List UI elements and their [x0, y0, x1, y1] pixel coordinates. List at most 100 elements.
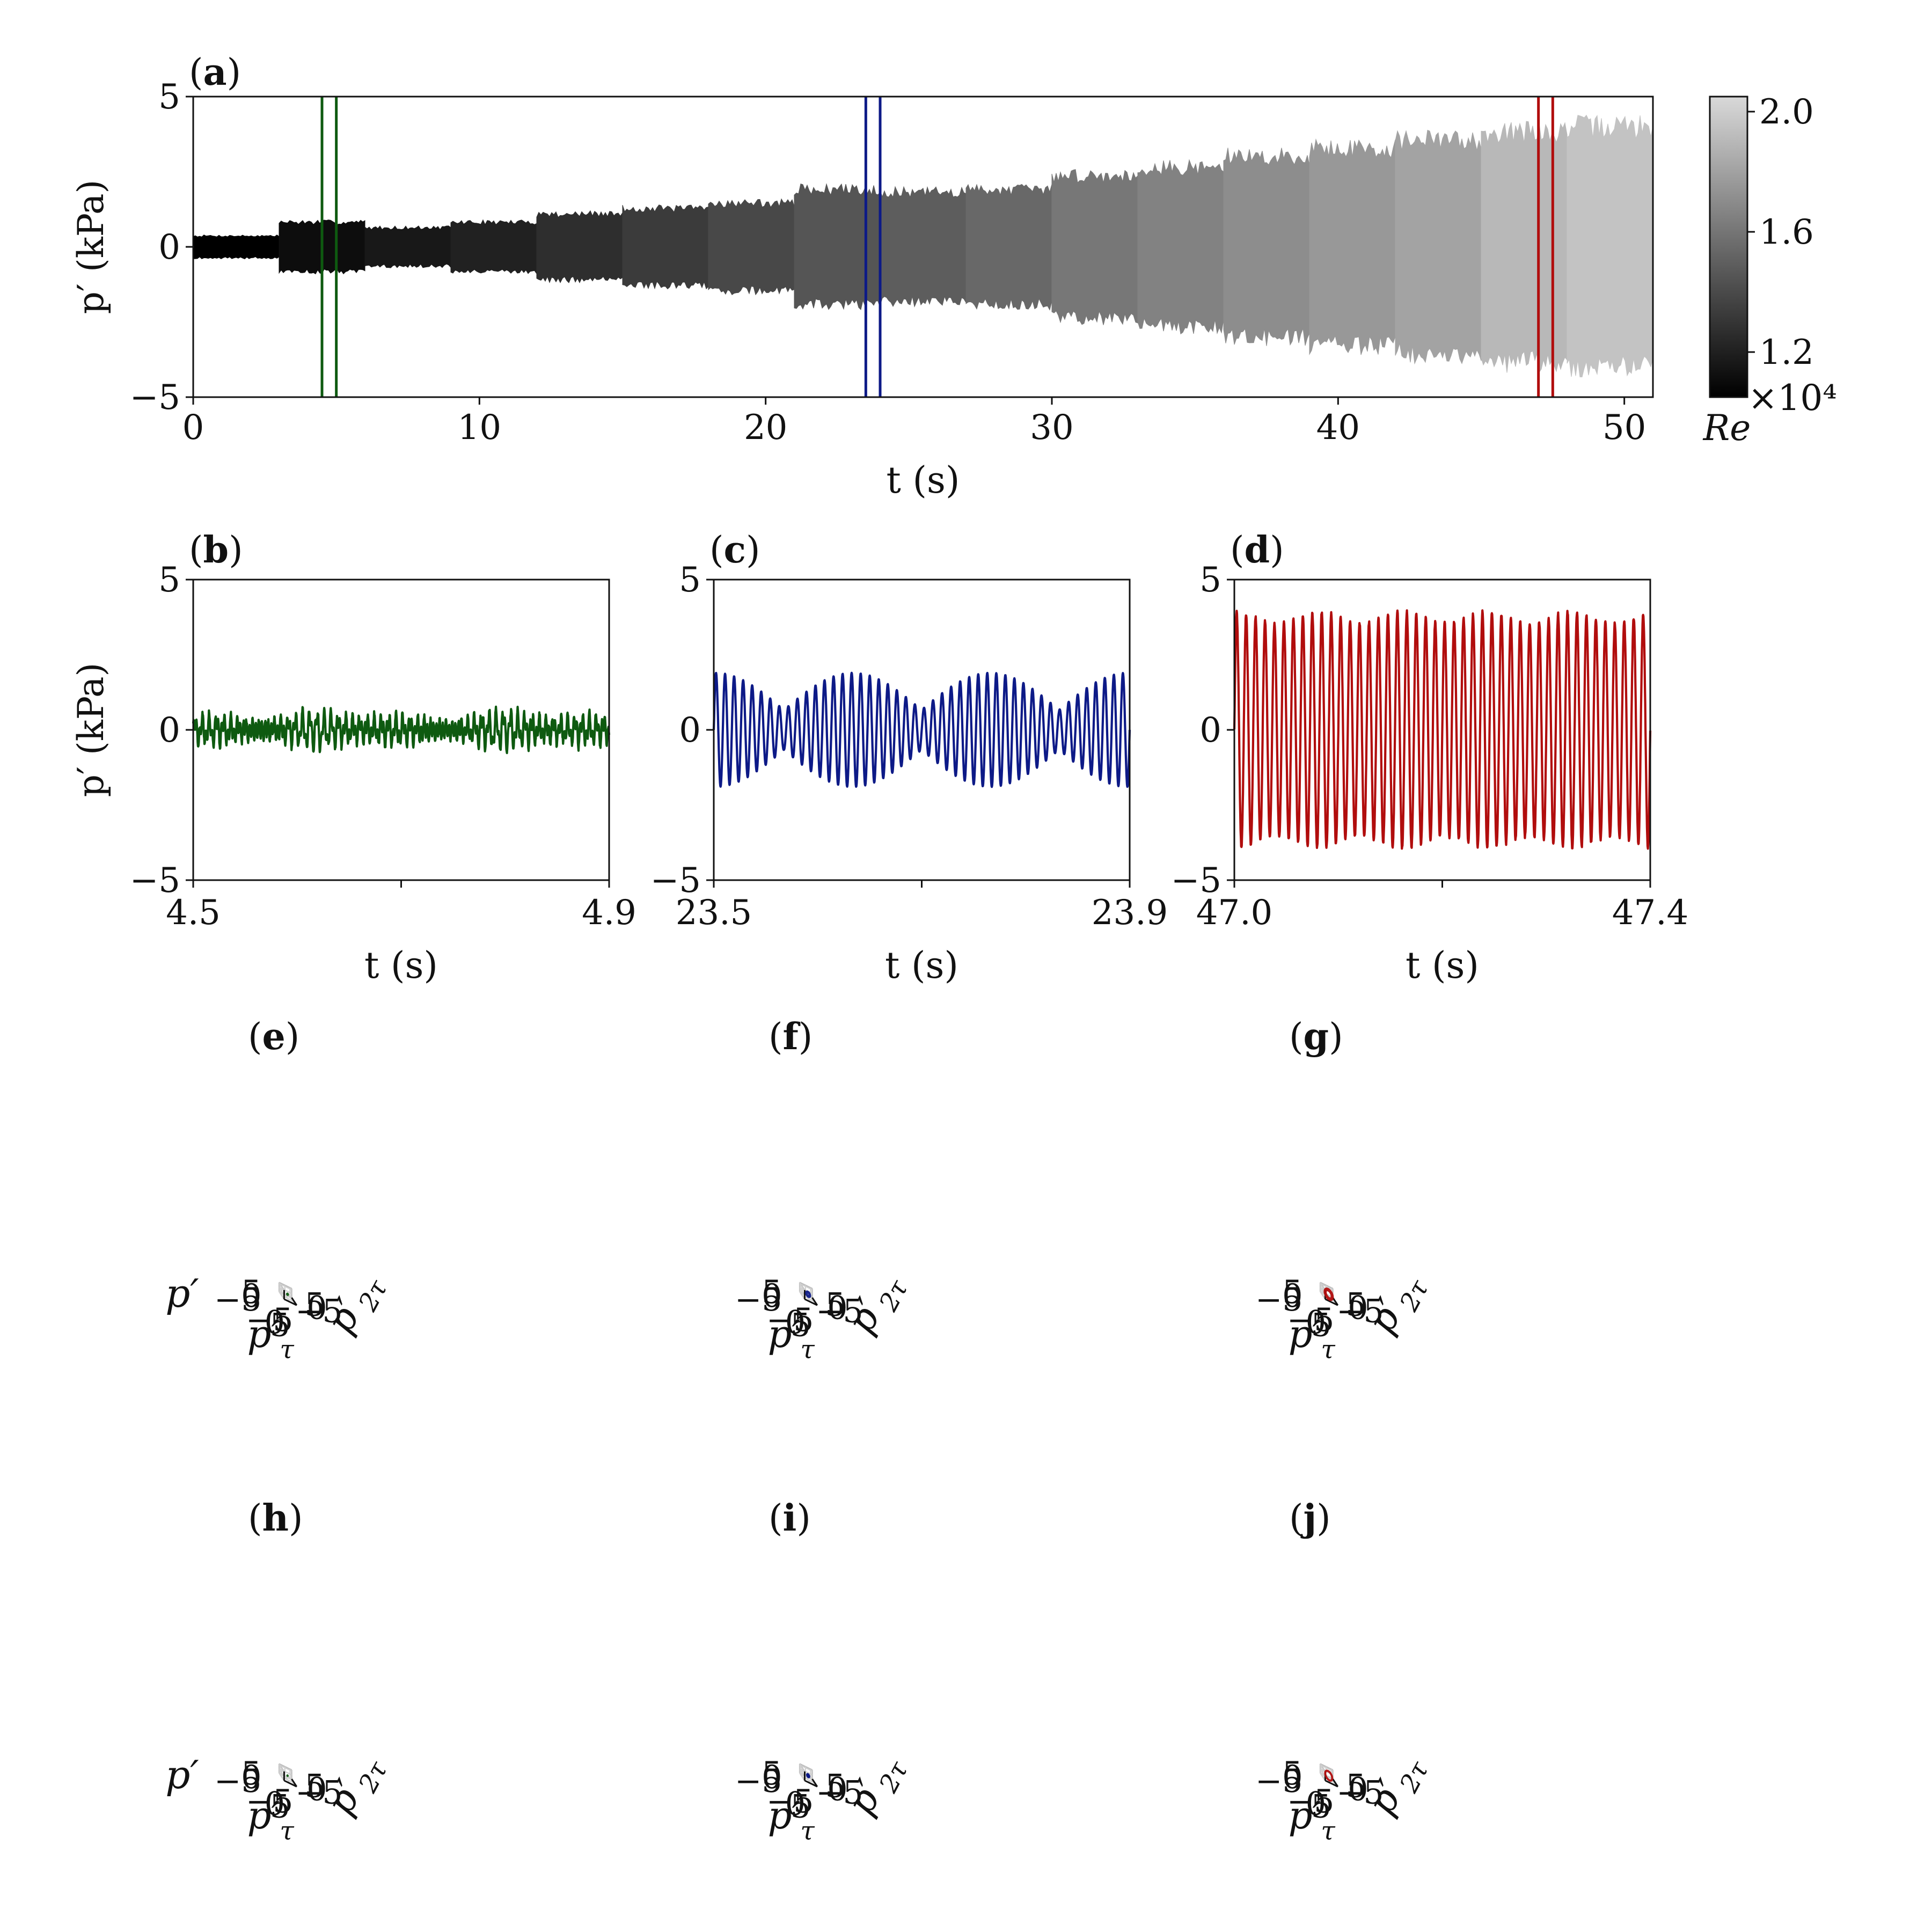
z3d-tick-label: −5: [735, 1762, 782, 1800]
x-tick-label: 47.0: [1196, 893, 1273, 933]
colorbar-tick-label: 1.2: [1759, 333, 1814, 372]
y-axis-label-b: p′ (kPa): [70, 663, 112, 797]
colorbar-tick-label: 2.0: [1759, 92, 1814, 132]
z3d-tick-label: 5: [241, 1274, 261, 1311]
z3d-tick-label: 5: [1282, 1755, 1302, 1792]
z3d-tick-label: −5: [1255, 1762, 1302, 1800]
z3d-tick-label: 0: [241, 1277, 261, 1315]
colorbar-exponent: ×10⁴: [1748, 377, 1837, 419]
x-axis-label-b: t (s): [364, 945, 438, 987]
signal-segment: [1309, 138, 1396, 355]
x-axis-label-a: t (s): [887, 459, 960, 502]
y3d-tick-label: 0: [306, 1290, 327, 1327]
z3d-axis-label: p′: [165, 1271, 199, 1316]
y3d-axis-label: p′2τ: [1359, 1264, 1435, 1345]
x3d-tick-label: 0: [1306, 1785, 1326, 1823]
x-tick-label: 47.4: [1612, 893, 1689, 933]
y3d-tick-label: 5: [1345, 1286, 1366, 1324]
y3d-axis-label: p′2τ: [318, 1264, 394, 1345]
y3d-tick-label: −5: [816, 1774, 863, 1811]
x3d-tick-label: 0: [265, 1785, 285, 1823]
signal-segment: [1395, 129, 1482, 365]
y3d-axis-label: p′2τ: [838, 1746, 914, 1826]
grid-line: [279, 1764, 292, 1772]
x-axis-line: [1324, 1780, 1338, 1788]
panel-label-j: (j): [1289, 1497, 1331, 1540]
y3d-tick-label: −5: [295, 1774, 342, 1811]
z3d-tick-label: 5: [762, 1274, 782, 1311]
signal-c: [712, 671, 1131, 788]
z3d-tick-label: 0: [241, 1759, 261, 1796]
signal-segment: [880, 186, 967, 308]
x3d-tick-label: −5: [1287, 1301, 1334, 1339]
x3d-axis-label: p′τ: [1289, 1794, 1336, 1846]
panel-label-i: (i): [769, 1497, 811, 1540]
grid-line: [1320, 1283, 1333, 1290]
panels-b-c-d: 4.5 4.9−505(b)t (s)23.5 23.9−505(c)t (s)47…: [70, 529, 1688, 987]
x-tick-label: 20: [744, 408, 787, 448]
x-tick-label: 0: [182, 408, 204, 448]
attractor-g: [1323, 1287, 1334, 1301]
x3d-tick-label: 0: [785, 1785, 806, 1823]
y-tick-label: 0: [679, 711, 701, 750]
y-axis-line: [291, 1297, 298, 1306]
signal-segment: [622, 204, 709, 290]
x3d-axis-label: p′τ: [247, 1794, 295, 1846]
y-tick-label: 0: [1199, 711, 1221, 750]
y3d-axis-label: p′2τ: [1359, 1746, 1435, 1826]
signal-segment: [364, 225, 451, 268]
y3d-axis-label: p′2τ: [318, 1746, 394, 1826]
panel-label-a: (a): [189, 51, 241, 94]
y-axis-line: [811, 1297, 818, 1306]
signal-segment: [1223, 148, 1310, 346]
x3d-tick-label: 0: [1306, 1304, 1326, 1342]
y3d-tick-label: 0: [827, 1771, 847, 1809]
signal-segment: [708, 198, 795, 296]
signal-segment: [193, 235, 280, 259]
y-axis-line: [1332, 1779, 1339, 1787]
x3d-tick-label: 5: [270, 1788, 290, 1825]
y-tick-label: 5: [1199, 560, 1221, 600]
signal-a: [193, 114, 1653, 378]
y3d-axis-label: p′2τ: [838, 1264, 914, 1345]
colorbar: [1709, 96, 1748, 398]
x3d-tick-label: −5: [766, 1783, 814, 1820]
grid-line: [800, 1773, 814, 1781]
panel-a: 0 10 20 30 40 50−505(a)p′ (kPa)t (s)1.21.62.0…: [70, 51, 1837, 502]
x-axis-line: [283, 1780, 297, 1788]
y-tick-label: −5: [1171, 861, 1221, 901]
x3d-tick-label: 5: [1311, 1788, 1331, 1825]
panel-label-b: (b): [189, 529, 243, 572]
x-axis-line: [1324, 1298, 1338, 1306]
panel-label-c: (c): [709, 529, 760, 572]
colorbar-label: Re: [1703, 407, 1751, 449]
z3d-tick-label: 5: [241, 1755, 261, 1792]
y-axis-label-a: p′ (kPa): [70, 180, 112, 314]
z3d-tick-label: −5: [1255, 1281, 1302, 1319]
attractor-f: [805, 1290, 811, 1298]
x-tick-label: 23.5: [676, 893, 752, 933]
y3d-tick-label: 5: [825, 1768, 845, 1805]
y3d-tick-label: 5: [825, 1286, 845, 1324]
attractor-h: [286, 1774, 289, 1777]
x3d-tick-label: 5: [791, 1788, 811, 1825]
signal-segment: [965, 184, 1052, 311]
signal-segment: [1137, 159, 1224, 335]
x-tick-label: 40: [1316, 408, 1360, 448]
z3d-tick-label: 5: [762, 1755, 782, 1792]
x3d-tick-label: 0: [785, 1304, 806, 1342]
grid-line: [799, 1764, 813, 1772]
x3d-tick-label: 0: [265, 1304, 285, 1342]
signal-segment: [794, 183, 881, 310]
z3d-tick-label: −5: [214, 1281, 261, 1319]
y-axis-line: [291, 1779, 298, 1787]
z3d-tick-label: 0: [762, 1759, 782, 1796]
grid-line: [279, 1283, 292, 1290]
z3d-axis-label: p′: [165, 1752, 199, 1797]
x3d-tick-label: −5: [766, 1301, 814, 1339]
grid-line: [799, 1283, 806, 1292]
signal-segment: [1567, 114, 1653, 378]
x3d-tick-label: −5: [246, 1301, 293, 1339]
grid-line: [279, 1773, 293, 1781]
